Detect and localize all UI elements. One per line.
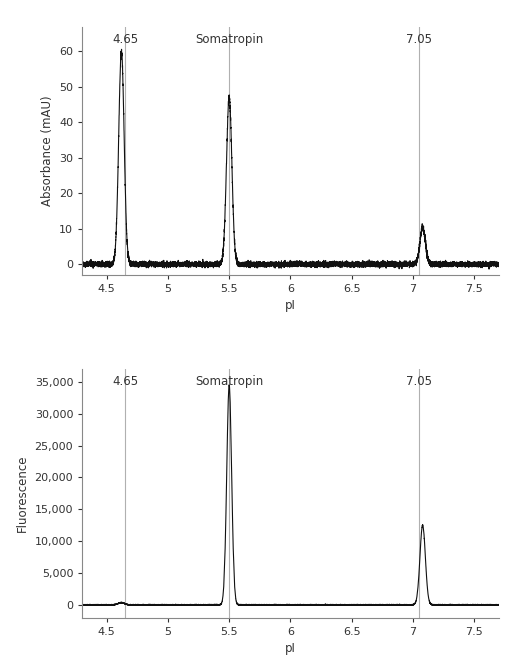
Text: Somatropin: Somatropin bbox=[195, 375, 263, 388]
Text: 7.05: 7.05 bbox=[406, 33, 432, 46]
Y-axis label: Fluorescence: Fluorescence bbox=[16, 455, 29, 532]
X-axis label: pI: pI bbox=[285, 642, 296, 655]
X-axis label: pI: pI bbox=[285, 299, 296, 313]
Text: Somatropin: Somatropin bbox=[195, 33, 263, 46]
Text: 4.65: 4.65 bbox=[112, 375, 138, 388]
Y-axis label: Absorbance (mAU): Absorbance (mAU) bbox=[41, 96, 53, 206]
Text: 7.05: 7.05 bbox=[406, 375, 432, 388]
Text: 4.65: 4.65 bbox=[112, 33, 138, 46]
